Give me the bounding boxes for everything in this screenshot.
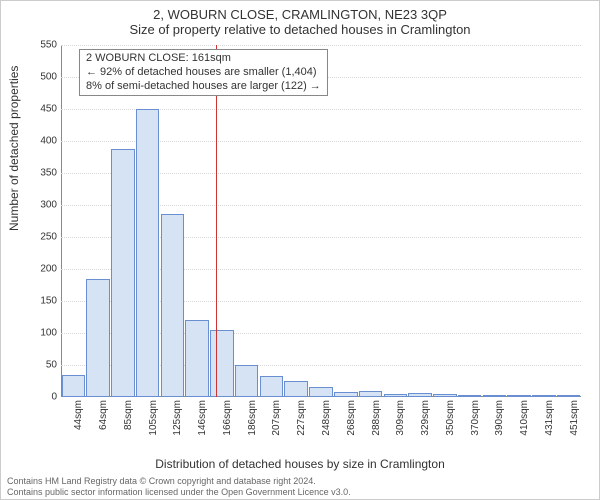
y-tick-label: 200 — [40, 264, 57, 275]
annotation-line: 8% of semi-detached houses are larger (1… — [86, 80, 321, 94]
reference-marker-line — [216, 45, 217, 397]
y-tick-label: 50 — [46, 360, 57, 371]
x-tick-label: 227sqm — [296, 400, 307, 436]
histogram-bar — [185, 320, 209, 397]
histogram-bar — [86, 279, 110, 397]
histogram-bar — [507, 395, 531, 397]
x-tick-label: 146sqm — [197, 400, 208, 436]
figure-container: 2, WOBURN CLOSE, CRAMLINGTON, NE23 3QP S… — [0, 0, 600, 500]
x-tick-label: 207sqm — [271, 400, 282, 436]
histogram-bar — [136, 109, 160, 397]
x-tick-label: 329sqm — [420, 400, 431, 436]
histogram-bar — [483, 395, 507, 397]
annotation-line: 2 WOBURN CLOSE: 161sqm — [86, 52, 321, 66]
histogram-bar — [458, 395, 482, 397]
gridline — [61, 45, 581, 46]
y-tick-label: 550 — [40, 40, 57, 51]
histogram-bar — [334, 392, 358, 397]
x-tick-label: 288sqm — [371, 400, 382, 436]
annotation-line: ← 92% of detached houses are smaller (1,… — [86, 66, 321, 80]
histogram-bar — [161, 214, 185, 397]
x-tick-label: 268sqm — [346, 400, 357, 436]
y-axis-label: Number of detached properties — [7, 66, 21, 231]
histogram-bar — [260, 376, 284, 397]
x-tick-label: 44sqm — [73, 400, 84, 430]
histogram-bar — [359, 391, 383, 397]
attribution-line-2: Contains public sector information licen… — [7, 487, 593, 497]
histogram-bar — [111, 149, 135, 397]
y-tick-label: 500 — [40, 72, 57, 83]
x-tick-label: 166sqm — [222, 400, 233, 436]
x-tick-label: 390sqm — [494, 400, 505, 436]
y-tick-label: 0 — [51, 392, 57, 403]
x-tick-label: 125sqm — [172, 400, 183, 436]
histogram-bar — [62, 375, 86, 397]
histogram-bar — [210, 330, 234, 397]
y-tick-label: 350 — [40, 168, 57, 179]
x-tick-label: 64sqm — [98, 400, 109, 430]
histogram-bar — [384, 394, 408, 397]
x-tick-label: 105sqm — [148, 400, 159, 436]
chart-subtitle: Size of property relative to detached ho… — [1, 22, 599, 37]
histogram-bar — [532, 395, 556, 397]
histogram-bar — [557, 395, 581, 397]
histogram-bar — [235, 365, 259, 397]
y-tick-label: 300 — [40, 200, 57, 211]
plot-area: 05010015020025030035040045050055044sqm64… — [61, 45, 581, 397]
x-tick-label: 248sqm — [321, 400, 332, 436]
x-tick-label: 309sqm — [395, 400, 406, 436]
x-tick-label: 370sqm — [470, 400, 481, 436]
y-tick-label: 250 — [40, 232, 57, 243]
annotation-box: 2 WOBURN CLOSE: 161sqm← 92% of detached … — [79, 49, 328, 96]
x-tick-label: 85sqm — [123, 400, 134, 430]
histogram-bar — [309, 387, 333, 397]
y-tick-label: 450 — [40, 104, 57, 115]
y-tick-label: 100 — [40, 328, 57, 339]
x-tick-label: 186sqm — [247, 400, 258, 436]
y-tick-label: 400 — [40, 136, 57, 147]
address-title: 2, WOBURN CLOSE, CRAMLINGTON, NE23 3QP — [1, 1, 599, 22]
attribution-line-1: Contains HM Land Registry data © Crown c… — [7, 476, 593, 486]
y-tick-label: 150 — [40, 296, 57, 307]
x-tick-label: 410sqm — [519, 400, 530, 436]
x-tick-label: 350sqm — [445, 400, 456, 436]
histogram-bar — [284, 381, 308, 397]
x-tick-label: 451sqm — [569, 400, 580, 436]
attribution: Contains HM Land Registry data © Crown c… — [7, 476, 593, 497]
histogram-bar — [408, 393, 432, 397]
x-tick-label: 431sqm — [544, 400, 555, 436]
histogram-bar — [433, 394, 457, 397]
x-axis-label: Distribution of detached houses by size … — [1, 457, 599, 471]
